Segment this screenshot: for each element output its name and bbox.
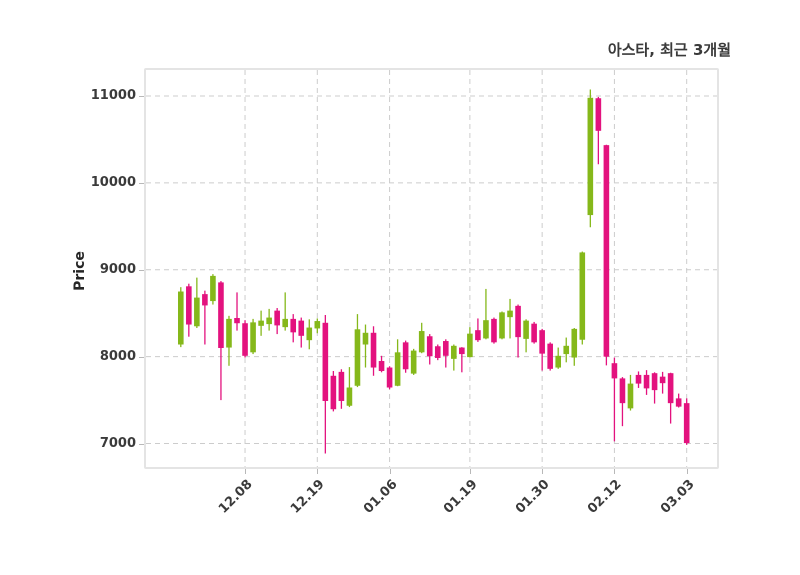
candle-body-down (547, 343, 553, 369)
candle-body-down (539, 330, 545, 354)
candle-body-up (483, 320, 489, 339)
candle-body-down (667, 373, 674, 404)
candle-body-down (402, 342, 409, 370)
y-tick-label: 7000 (99, 435, 136, 451)
candle-body-down (338, 371, 345, 401)
chart-title: 아스타, 최근 3개월 (607, 41, 731, 59)
x-tick-mark (317, 469, 319, 474)
candle-body-up (571, 328, 578, 358)
candle-body-up (258, 320, 264, 326)
candle-body-down (619, 378, 626, 404)
y-tick-mark (139, 96, 144, 98)
x-tick-label: 01.06 (360, 477, 401, 517)
candle-body-down (370, 332, 377, 368)
candle-body-up (354, 329, 361, 386)
candle-body-up (451, 345, 457, 359)
candle-body-up (226, 318, 232, 348)
candle-body-up (362, 332, 369, 345)
candle-body-up (282, 318, 288, 328)
x-tick-label: 12.19 (288, 477, 328, 517)
candle-body-down (322, 322, 329, 401)
candle-body-up (418, 331, 425, 353)
candlestick-svg (146, 70, 717, 467)
candle-body-down (491, 318, 497, 343)
candle-body-up (467, 333, 473, 358)
x-tick-label: 12.08 (215, 477, 256, 517)
candle-body-down (378, 361, 385, 372)
x-tick-label: 01.30 (513, 477, 553, 517)
candle-body-up (627, 383, 634, 409)
x-tick-mark (389, 469, 391, 474)
candle-body-up (523, 320, 529, 339)
candle-body-down (651, 373, 658, 391)
candle-body-up (555, 355, 562, 368)
candle-body-down (531, 323, 537, 343)
candle-body-down (643, 374, 650, 389)
candle-body-down (218, 282, 224, 348)
x-tick-mark (245, 469, 247, 474)
candle-body-down (611, 363, 618, 379)
candle-body-down (330, 375, 337, 410)
candle-body-down (386, 367, 393, 388)
y-tick-label: 8000 (99, 348, 136, 364)
candle-body-down (635, 374, 642, 384)
candle-body-down (515, 305, 521, 338)
candle-body-down (274, 310, 280, 326)
y-tick-mark (139, 269, 144, 271)
candle-body-down (459, 347, 465, 355)
candle-body-up (507, 310, 513, 318)
candle-body-down (595, 98, 602, 131)
candle-body-up (587, 97, 594, 216)
candle-body-up (499, 312, 505, 339)
x-tick-mark (614, 469, 616, 474)
candle-body-down (675, 398, 682, 407)
x-tick-mark (469, 469, 471, 474)
candle-body-up (194, 297, 200, 327)
candle-body-down (298, 320, 305, 336)
candle-body-up (250, 322, 256, 353)
candle-body-down (475, 330, 481, 341)
candle-body-up (210, 275, 216, 302)
candle-body-up (306, 327, 313, 341)
candle-body-down (603, 145, 610, 357)
candle-body-up (346, 387, 353, 406)
candle-body-up (394, 352, 401, 386)
candle-body-down (202, 294, 208, 306)
candle-body-down (290, 318, 297, 333)
candle-body-up (314, 321, 321, 329)
x-tick-label: 02.12 (585, 477, 626, 517)
x-tick-label: 01.19 (440, 477, 481, 517)
candle-body-down (186, 286, 192, 325)
candle-body-down (242, 323, 248, 356)
candle-body-down (683, 403, 690, 444)
candle-body-down (434, 346, 441, 358)
x-tick-mark (542, 469, 544, 474)
candle-body-down (659, 376, 666, 384)
plot-area (144, 68, 719, 469)
y-tick-label: 9000 (99, 261, 136, 277)
x-tick-mark (686, 469, 688, 474)
candle-body-down (442, 341, 449, 356)
candle-body-up (266, 317, 272, 325)
x-tick-label: 03.03 (657, 477, 698, 517)
y-tick-label: 10000 (90, 174, 136, 190)
candle-body-up (410, 350, 417, 374)
y-tick-mark (139, 182, 144, 184)
candle-body-down (426, 336, 433, 357)
candle-body-up (579, 252, 586, 340)
candle-body-up (178, 291, 184, 345)
y-tick-mark (139, 443, 144, 445)
candle-body-up (563, 345, 570, 355)
y-tick-mark (139, 356, 144, 358)
candle-body-down (234, 318, 240, 324)
y-tick-label: 11000 (90, 88, 136, 104)
